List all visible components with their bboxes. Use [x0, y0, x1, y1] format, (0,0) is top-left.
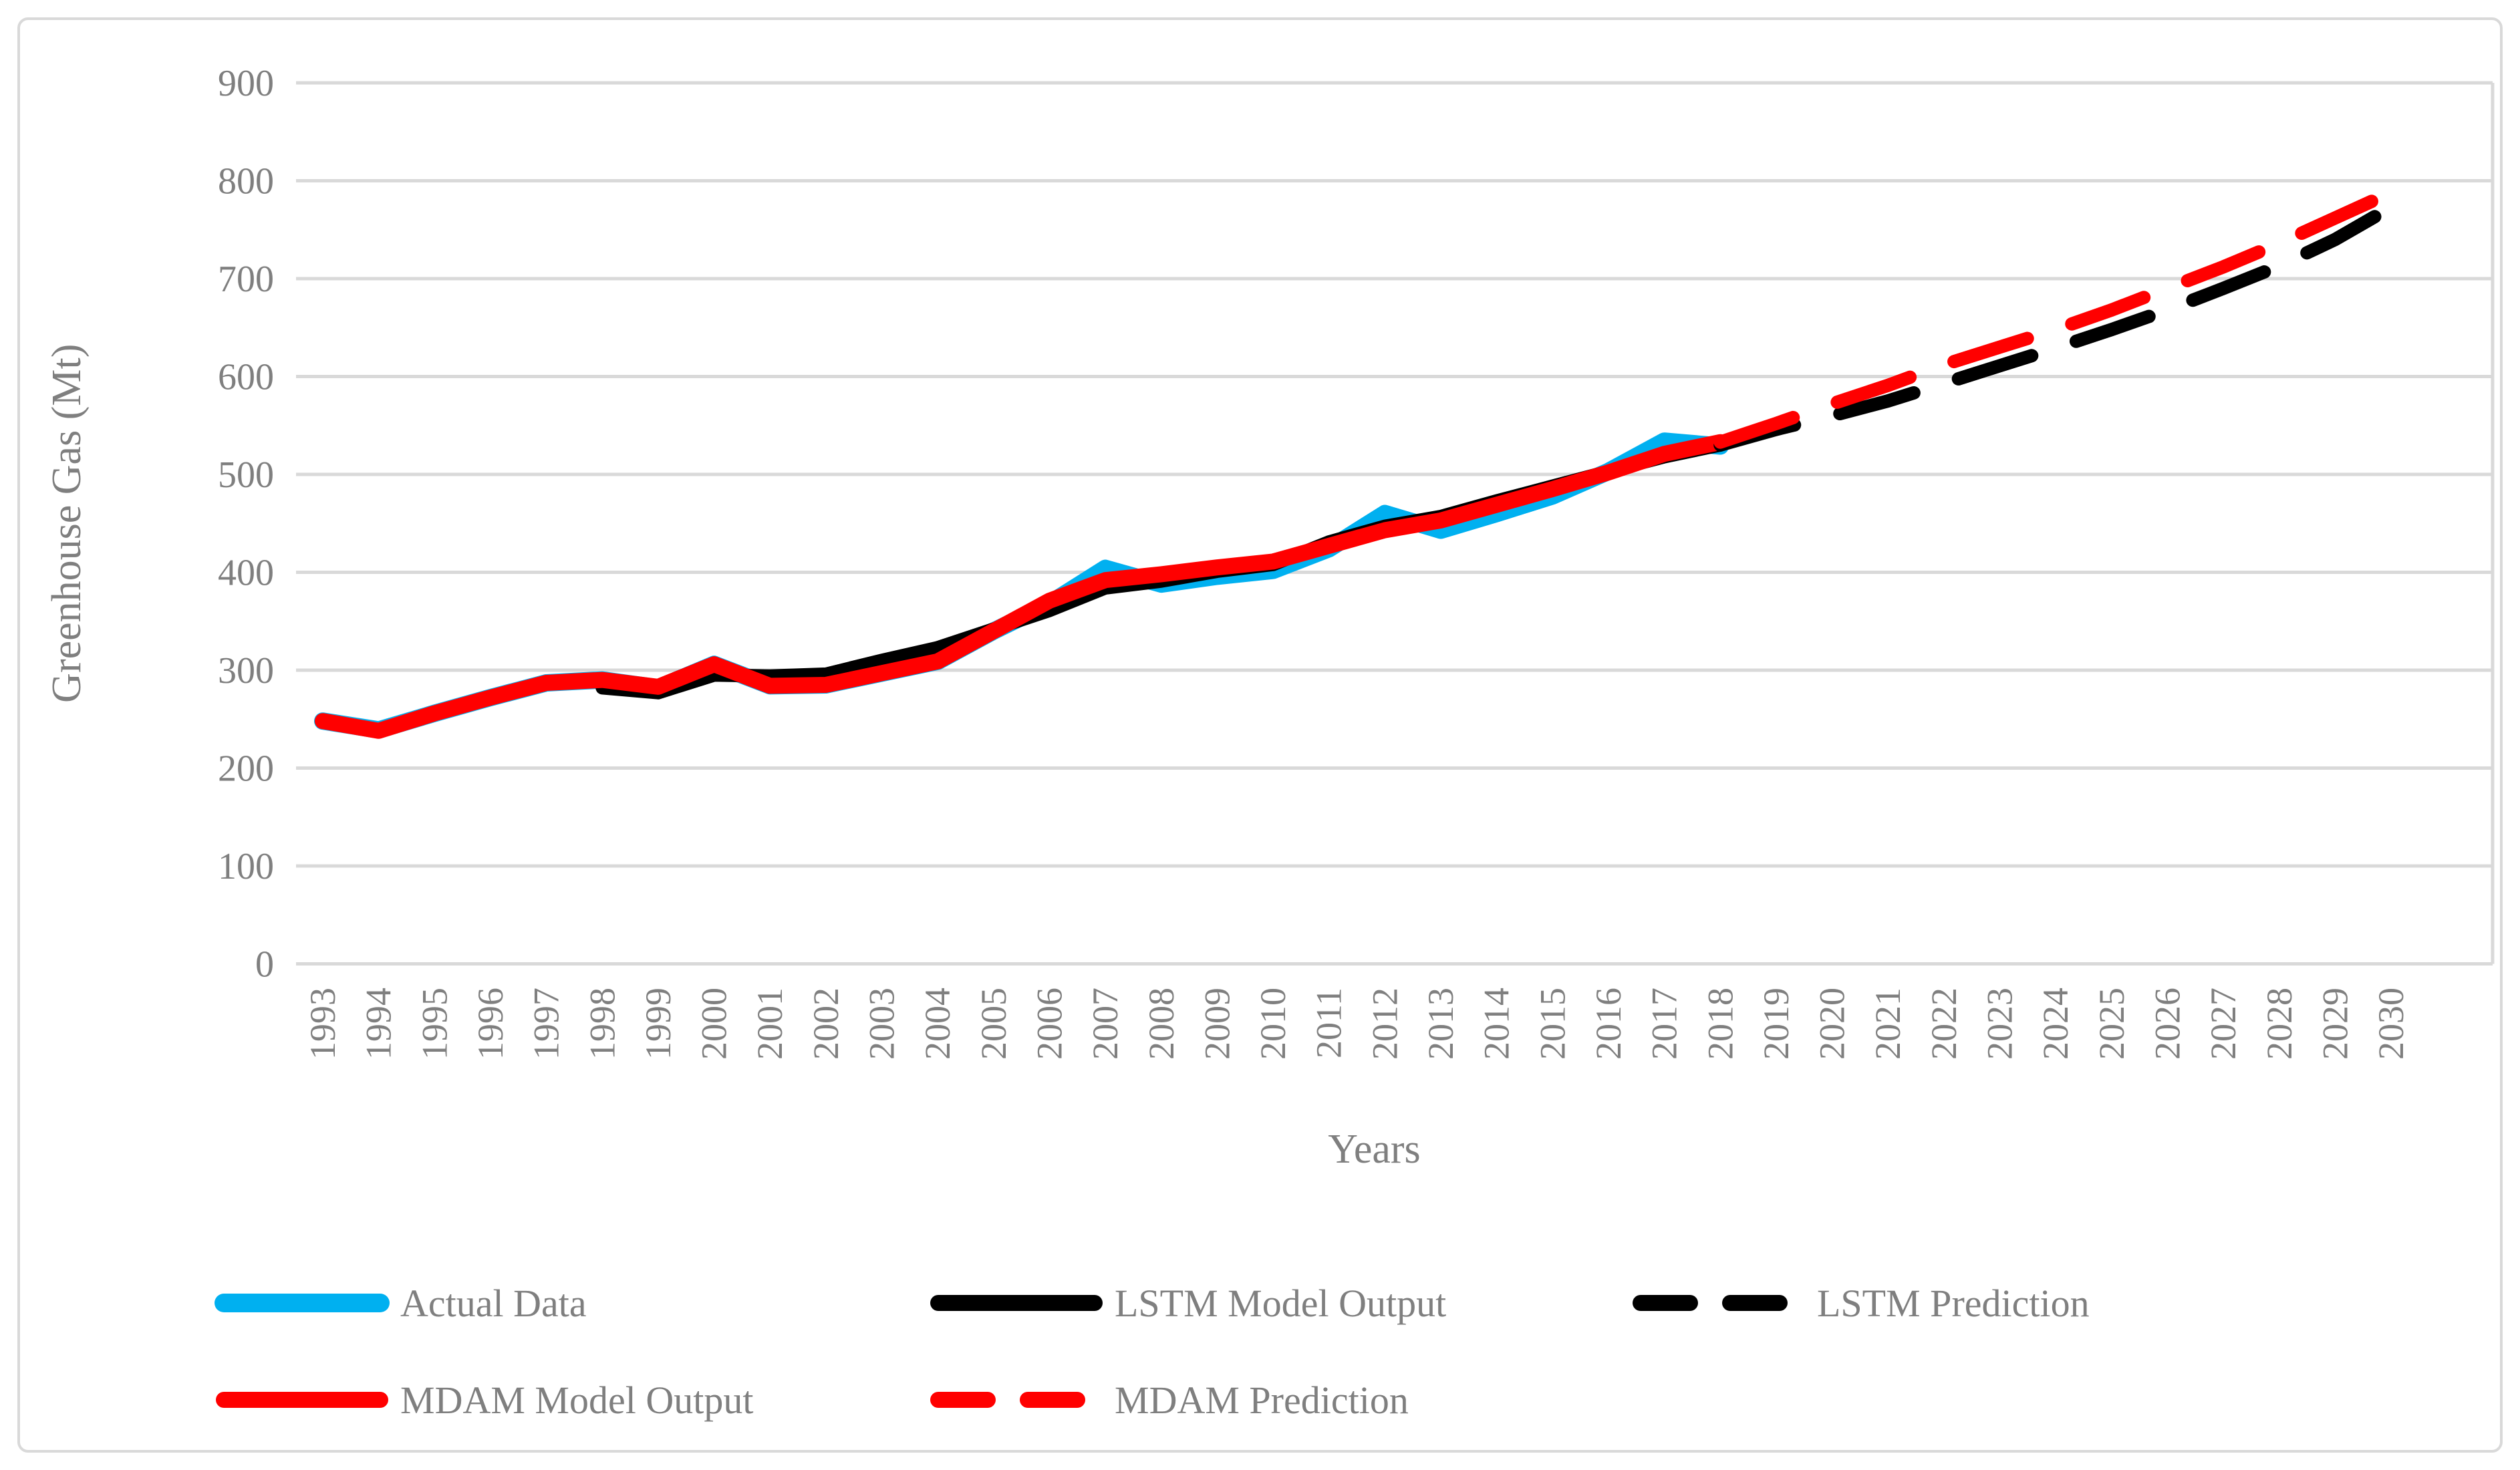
x-tick-label: 2025 — [2092, 988, 2132, 1060]
x-tick-label: 2002 — [806, 988, 846, 1060]
y-tick-label: 800 — [218, 161, 274, 202]
y-tick-label: 900 — [218, 63, 274, 104]
x-tick-label: 2019 — [1756, 988, 1796, 1060]
y-tick-label: 100 — [218, 846, 274, 887]
x-tick-label: 2013 — [1421, 988, 1461, 1060]
y-tick-label: 200 — [218, 748, 274, 790]
legend-label-lstm-model-output: LSTM Model Output — [1115, 1282, 1446, 1325]
x-tick-label: 1997 — [527, 988, 567, 1060]
y-tick-label: 700 — [218, 259, 274, 300]
y-tick-label: 600 — [218, 357, 274, 398]
series-lstm-prediction — [1713, 200, 2398, 452]
x-tick-label: 2005 — [974, 988, 1014, 1060]
x-tick-label: 2027 — [2203, 988, 2243, 1060]
x-tick-label: 1996 — [470, 988, 511, 1060]
x-tick-label: 2010 — [1253, 988, 1293, 1060]
x-tick-label: 2028 — [2259, 988, 2299, 1060]
x-axis-title: Years — [1328, 1127, 1420, 1172]
x-tick-label: 2030 — [2371, 988, 2411, 1060]
y-tick-label: 300 — [218, 650, 274, 692]
x-tick-label: 2003 — [862, 988, 902, 1060]
x-tick-label: 2023 — [1980, 988, 2020, 1060]
x-tick-label: 2011 — [1309, 988, 1349, 1058]
x-tick-label: 2008 — [1141, 988, 1181, 1060]
x-tick-label: 2029 — [2315, 988, 2355, 1060]
x-tick-label: 1994 — [359, 988, 399, 1060]
figure-border — [17, 17, 2503, 1453]
x-tick-label: 2000 — [694, 988, 734, 1060]
x-tick-label: 2012 — [1365, 988, 1405, 1060]
x-tick-label: 2009 — [1197, 988, 1237, 1060]
x-tick-label: 2024 — [2036, 988, 2076, 1060]
x-tick-label: 2014 — [1477, 988, 1517, 1060]
x-tick-label: 2001 — [750, 988, 790, 1060]
y-tick-label: 0 — [255, 944, 274, 986]
x-tick-label: 2015 — [1532, 988, 1572, 1060]
x-tick-label: 2016 — [1588, 988, 1629, 1060]
x-tick-label: 2004 — [918, 988, 958, 1060]
x-tick-label: 1999 — [638, 988, 678, 1060]
x-tick-label: 2022 — [1924, 988, 1964, 1060]
x-tick-label: 2018 — [1700, 988, 1740, 1060]
x-tick-label: 1993 — [303, 988, 343, 1060]
y-tick-label: 500 — [218, 454, 274, 496]
y-axis-title: Greenhouse Gas (Mt) — [44, 344, 90, 703]
x-tick-label: 1995 — [414, 988, 454, 1060]
x-tick-label: 2006 — [1029, 988, 1069, 1060]
x-tick-label: 2007 — [1085, 988, 1125, 1060]
y-tick-label: 400 — [218, 553, 274, 594]
series-mdam-model-output — [315, 434, 1729, 739]
x-tick-label: 2020 — [1812, 988, 1852, 1060]
series-mdam-prediction — [1713, 186, 2398, 449]
x-tick-label: 1998 — [582, 988, 622, 1060]
legend-label-mdam-prediction: MDAM Prediction — [1115, 1378, 1409, 1422]
legend-label-lstm-prediction: LSTM Prediction — [1817, 1282, 2090, 1325]
x-tick-label: 2021 — [1868, 988, 1908, 1060]
x-tick-label: 2026 — [2147, 988, 2187, 1060]
legend-label-actual-data: Actual Data — [400, 1282, 587, 1325]
x-tick-label: 2017 — [1645, 988, 1685, 1060]
legend-label-mdam-model-output: MDAM Model Output — [400, 1378, 753, 1422]
